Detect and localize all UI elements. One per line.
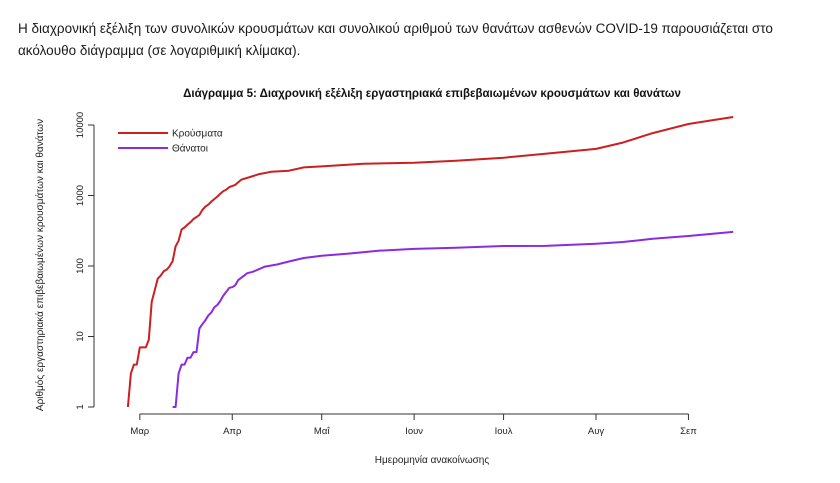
x-tick-label: Ιουλ: [495, 426, 513, 437]
x-axis: Μαρ Απρ Μαΐ Ιουν Ιουλ Αυγ Σεπ: [130, 413, 697, 437]
x-tick-label: Αυγ: [588, 426, 605, 437]
x-axis-label: Ημερομηνία ανακοίνωσης: [375, 454, 490, 466]
cases-series-line: [126, 116, 734, 408]
legend-label: Κρούσματα: [172, 128, 223, 140]
y-tick-label: 10: [75, 331, 86, 342]
plot-lines: [126, 116, 734, 408]
legend: Κρούσματα Θάνατοι: [118, 128, 223, 155]
y-tick-label: 10000: [75, 112, 86, 138]
y-axis-label: Αριθμός εργαστηριακά επιβεβαιωμένων κρου…: [34, 119, 46, 411]
y-tick-label: 1: [75, 404, 86, 409]
intro-paragraph: Η διαχρονική εξέλιξη των συνολικών κρουσ…: [18, 21, 773, 58]
x-tick-label: Μαρ: [130, 426, 149, 437]
x-tick-label: Απρ: [223, 426, 242, 437]
y-tick-label: 100: [75, 258, 86, 274]
y-tick-label: 1000: [75, 185, 86, 206]
x-tick-label: Σεπ: [680, 426, 697, 437]
x-tick-label: Ιουν: [405, 426, 423, 437]
legend-label: Θάνατοι: [172, 143, 208, 155]
x-tick-label: Μαΐ: [314, 426, 330, 437]
deaths-series-line: [172, 230, 734, 408]
chart-title: Διάγραμμα 5: Διαχρονική εξέλιξη εργαστηρ…: [183, 88, 681, 100]
y-axis: 1 10 100 1000 10000: [75, 112, 95, 410]
